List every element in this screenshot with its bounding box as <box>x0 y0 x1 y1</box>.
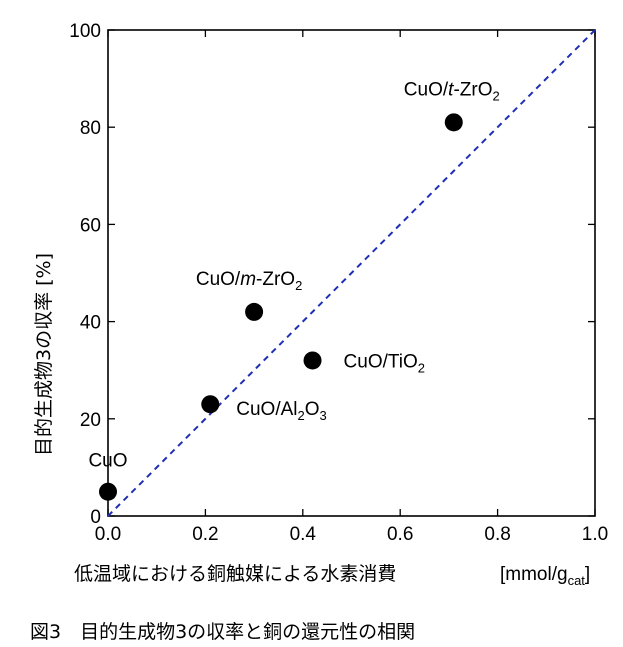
chart: 0.0 0.2 0.4 0.6 0.8 1.0 0 20 40 60 80 100 CuO CuO/Al… <box>33 21 608 588</box>
y-tick-label: 40 <box>80 313 101 334</box>
reference-diagonal-line <box>107 29 596 517</box>
point-label: CuO/TiO2 <box>344 351 425 375</box>
point-label: CuO <box>88 451 127 472</box>
x-tick-label: 0.2 <box>192 524 218 545</box>
data-point <box>201 395 220 414</box>
point-label: CuO/t-ZrO2 <box>404 79 500 103</box>
x-tick-label: 0.8 <box>484 524 510 545</box>
x-axis-unit: [mmol/gcat] <box>500 564 590 588</box>
figure-caption: 図3 目的生成物3の収率と銅の還元性の相関 <box>30 621 416 643</box>
y-tick-label: 0 <box>90 507 101 528</box>
y-tick-label: 60 <box>80 215 101 236</box>
x-tick-label: 0.4 <box>290 524 317 545</box>
data-point <box>303 351 322 370</box>
x-unit-post: ] <box>585 564 590 585</box>
y-tick-label: 20 <box>80 410 101 431</box>
x-tick-label: 1.0 <box>582 524 608 545</box>
x-unit-pre: [mmol/g <box>500 564 568 585</box>
data-points <box>99 113 463 501</box>
y-tick-label: 100 <box>69 21 101 42</box>
data-point <box>444 113 463 132</box>
data-point <box>99 482 117 501</box>
x-tick-label: 0.0 <box>95 524 121 545</box>
x-axis-title: 低温域における銅触媒による水素消費 <box>74 563 396 585</box>
point-label: CuO/Al2O3 <box>236 399 327 423</box>
plot-frame <box>107 29 596 517</box>
x-tick-label: 0.6 <box>387 524 413 545</box>
y-tick-label: 80 <box>80 118 101 139</box>
x-unit-sub: cat <box>568 573 586 588</box>
point-label: CuO/m-ZrO2 <box>196 269 302 293</box>
axis-ticks: 0.0 0.2 0.4 0.6 0.8 1.0 0 20 40 60 80 100 <box>69 21 608 545</box>
point-labels: CuO CuO/Al2O3 CuO/m-ZrO2 CuO/TiO2 CuO/t-ZrO2 <box>88 79 499 471</box>
data-point <box>245 302 264 321</box>
y-axis-title: 目的生成物3の収率 [%] <box>33 253 55 456</box>
